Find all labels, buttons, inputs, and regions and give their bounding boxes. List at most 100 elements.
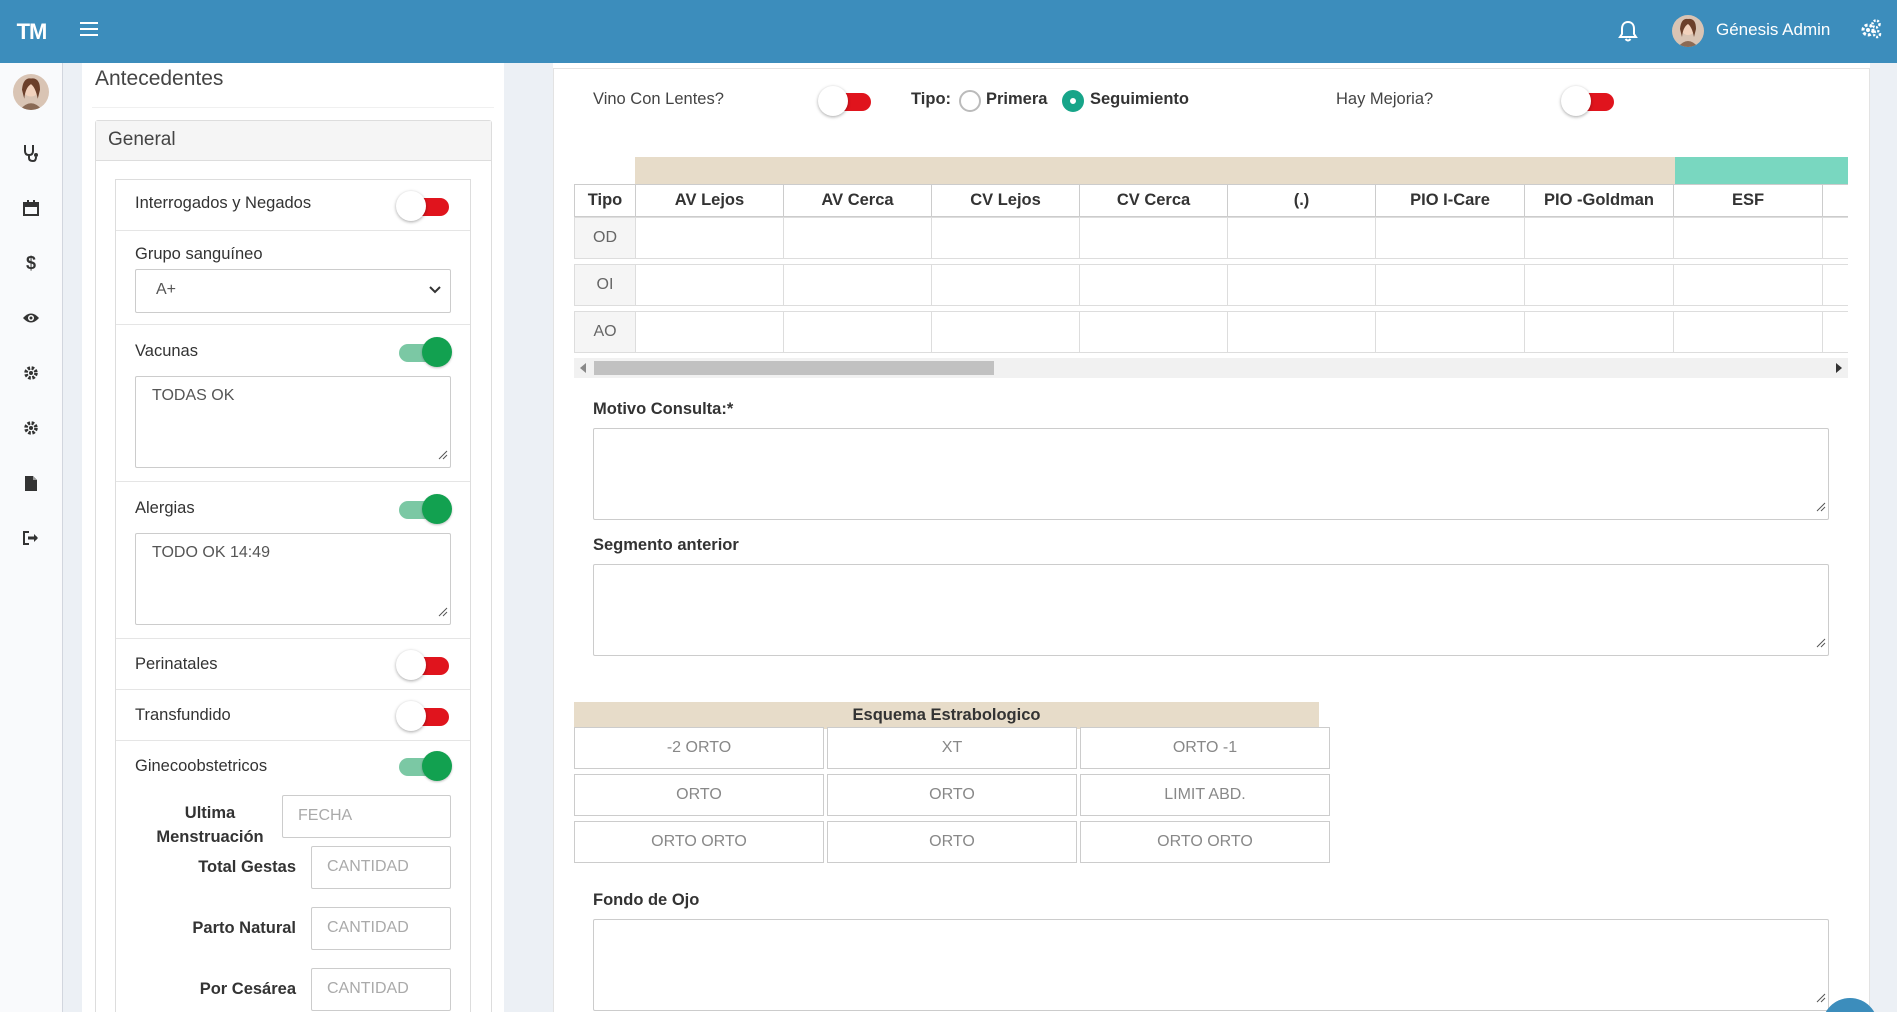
table-cell[interactable] bbox=[1227, 264, 1376, 306]
bell-icon[interactable] bbox=[1618, 20, 1638, 47]
resize-handle-icon[interactable] bbox=[438, 604, 448, 622]
motivo-textarea[interactable] bbox=[593, 428, 1829, 520]
table-cell[interactable] bbox=[1227, 217, 1376, 259]
table-cell[interactable] bbox=[1673, 264, 1823, 306]
eye-icon[interactable] bbox=[19, 306, 43, 330]
general-section-title: General bbox=[96, 121, 491, 161]
row-label-od: OD bbox=[574, 217, 636, 259]
esquema-cell[interactable]: ORTO ORTO bbox=[1080, 821, 1330, 863]
esquema-cell[interactable]: -2 ORTO bbox=[574, 727, 824, 769]
perinatales-toggle[interactable] bbox=[396, 647, 452, 681]
scrollbar-thumb[interactable] bbox=[594, 361, 994, 375]
table-cell[interactable] bbox=[1673, 311, 1823, 353]
alergias-textarea[interactable]: TODO OK 14:49 bbox=[135, 533, 451, 625]
table-cell[interactable] bbox=[635, 311, 784, 353]
col-av-lejos: AV Lejos bbox=[635, 184, 784, 217]
alergias-toggle[interactable] bbox=[396, 491, 452, 525]
mejoria-label: Hay Mejoria? bbox=[1336, 90, 1434, 108]
perinatales-label: Perinatales bbox=[135, 655, 218, 673]
resize-handle-icon[interactable] bbox=[1816, 990, 1826, 1008]
interrogados-toggle[interactable] bbox=[396, 188, 452, 222]
esquema-cell[interactable]: LIMIT ABD. bbox=[1080, 774, 1330, 816]
tipo-seguimiento-label[interactable]: Seguimiento bbox=[1090, 90, 1190, 108]
resize-handle-icon[interactable] bbox=[1816, 635, 1826, 653]
table-cell[interactable] bbox=[1822, 311, 1848, 353]
grupo-select[interactable]: A+ bbox=[135, 269, 451, 313]
table-cell[interactable] bbox=[1079, 217, 1228, 259]
transfundido-toggle[interactable] bbox=[396, 698, 452, 732]
table-cell[interactable] bbox=[1375, 311, 1525, 353]
table-cell[interactable] bbox=[783, 217, 932, 259]
dollar-icon[interactable]: $ bbox=[25, 252, 36, 273]
table-cell[interactable] bbox=[931, 311, 1080, 353]
fondo-textarea[interactable] bbox=[593, 919, 1829, 1011]
esquema-cell[interactable]: XT bbox=[827, 727, 1077, 769]
esquema-cell[interactable]: ORTO bbox=[574, 774, 824, 816]
col-next bbox=[1822, 184, 1848, 217]
table-cell[interactable] bbox=[931, 264, 1080, 306]
vacunas-textarea[interactable]: TODAS OK bbox=[135, 376, 451, 468]
grupo-label: Grupo sanguíneo bbox=[135, 245, 263, 263]
gear-icon-2[interactable] bbox=[19, 416, 43, 440]
segmento-label: Segmento anterior bbox=[593, 536, 739, 554]
vacunas-toggle[interactable] bbox=[396, 334, 452, 368]
menu-toggle-icon[interactable] bbox=[80, 22, 98, 38]
file-icon[interactable] bbox=[19, 471, 43, 495]
table-cell[interactable] bbox=[1524, 264, 1674, 306]
table-cell[interactable] bbox=[1524, 217, 1674, 259]
table-cell[interactable] bbox=[931, 217, 1080, 259]
col-tipo: Tipo bbox=[574, 184, 636, 217]
user-name[interactable]: Génesis Admin bbox=[1716, 20, 1831, 39]
calendar-icon[interactable] bbox=[19, 196, 43, 220]
table-horizontal-scrollbar[interactable] bbox=[574, 358, 1848, 378]
por-cesarea-input[interactable]: CANTIDAD bbox=[311, 968, 451, 1011]
resize-handle-icon[interactable] bbox=[438, 447, 448, 465]
esquema-cell[interactable]: ORTO bbox=[827, 774, 1077, 816]
app-brand[interactable]: TM bbox=[16, 18, 48, 44]
esquema-cell[interactable]: ORTO -1 bbox=[1080, 727, 1330, 769]
parto-natural-input[interactable]: CANTIDAD bbox=[311, 907, 451, 950]
table-cell[interactable] bbox=[635, 217, 784, 259]
stethoscope-icon[interactable] bbox=[19, 141, 43, 165]
tipo-primera-radio[interactable] bbox=[959, 90, 981, 112]
floating-action-button[interactable] bbox=[1822, 998, 1878, 1012]
settings-gears-icon[interactable] bbox=[1860, 18, 1882, 45]
ultima-menstruacion-label: Ultima Menstruación bbox=[116, 801, 304, 849]
user-avatar[interactable] bbox=[1672, 15, 1704, 47]
table-cell[interactable] bbox=[635, 264, 784, 306]
esquema-cell[interactable]: ORTO bbox=[827, 821, 1077, 863]
parto-natural-label: Parto Natural bbox=[192, 919, 296, 937]
table-cell[interactable] bbox=[1079, 311, 1228, 353]
row-label-oi: OI bbox=[574, 264, 636, 306]
scroll-left-arrow-icon[interactable] bbox=[580, 363, 586, 373]
tipo-label: Tipo: bbox=[911, 90, 952, 108]
gear-icon[interactable] bbox=[19, 361, 43, 385]
mejoria-toggle[interactable] bbox=[1561, 83, 1617, 117]
tipo-primera-label[interactable]: Primera bbox=[986, 90, 1048, 108]
table-cell[interactable] bbox=[1375, 264, 1525, 306]
chevron-down-icon bbox=[428, 282, 442, 300]
sign-out-icon[interactable] bbox=[19, 526, 43, 550]
table-cell[interactable] bbox=[1822, 217, 1848, 259]
table-cell[interactable] bbox=[1524, 311, 1674, 353]
esquema-cell[interactable]: ORTO ORTO bbox=[574, 821, 824, 863]
table-cell[interactable] bbox=[1822, 264, 1848, 306]
resize-handle-icon[interactable] bbox=[1816, 499, 1826, 517]
gineco-toggle[interactable] bbox=[396, 748, 452, 782]
tipo-seguimiento-radio[interactable] bbox=[1062, 90, 1084, 112]
segmento-textarea[interactable] bbox=[593, 564, 1829, 656]
panel-top-border bbox=[553, 63, 1870, 69]
sidebar-avatar[interactable] bbox=[13, 74, 49, 110]
scroll-right-arrow-icon[interactable] bbox=[1836, 363, 1842, 373]
table-cell[interactable] bbox=[1227, 311, 1376, 353]
ultima-label-line2: Menstruación bbox=[156, 828, 264, 846]
table-cell[interactable] bbox=[1375, 217, 1525, 259]
row-label-ao: AO bbox=[574, 311, 636, 353]
table-cell[interactable] bbox=[783, 264, 932, 306]
total-gestas-input[interactable]: CANTIDAD bbox=[311, 846, 451, 889]
table-cell[interactable] bbox=[783, 311, 932, 353]
vino-lentes-toggle[interactable] bbox=[818, 83, 874, 117]
table-cell[interactable] bbox=[1079, 264, 1228, 306]
ultima-menstruacion-input[interactable]: FECHA bbox=[282, 795, 451, 838]
table-cell[interactable] bbox=[1673, 217, 1823, 259]
